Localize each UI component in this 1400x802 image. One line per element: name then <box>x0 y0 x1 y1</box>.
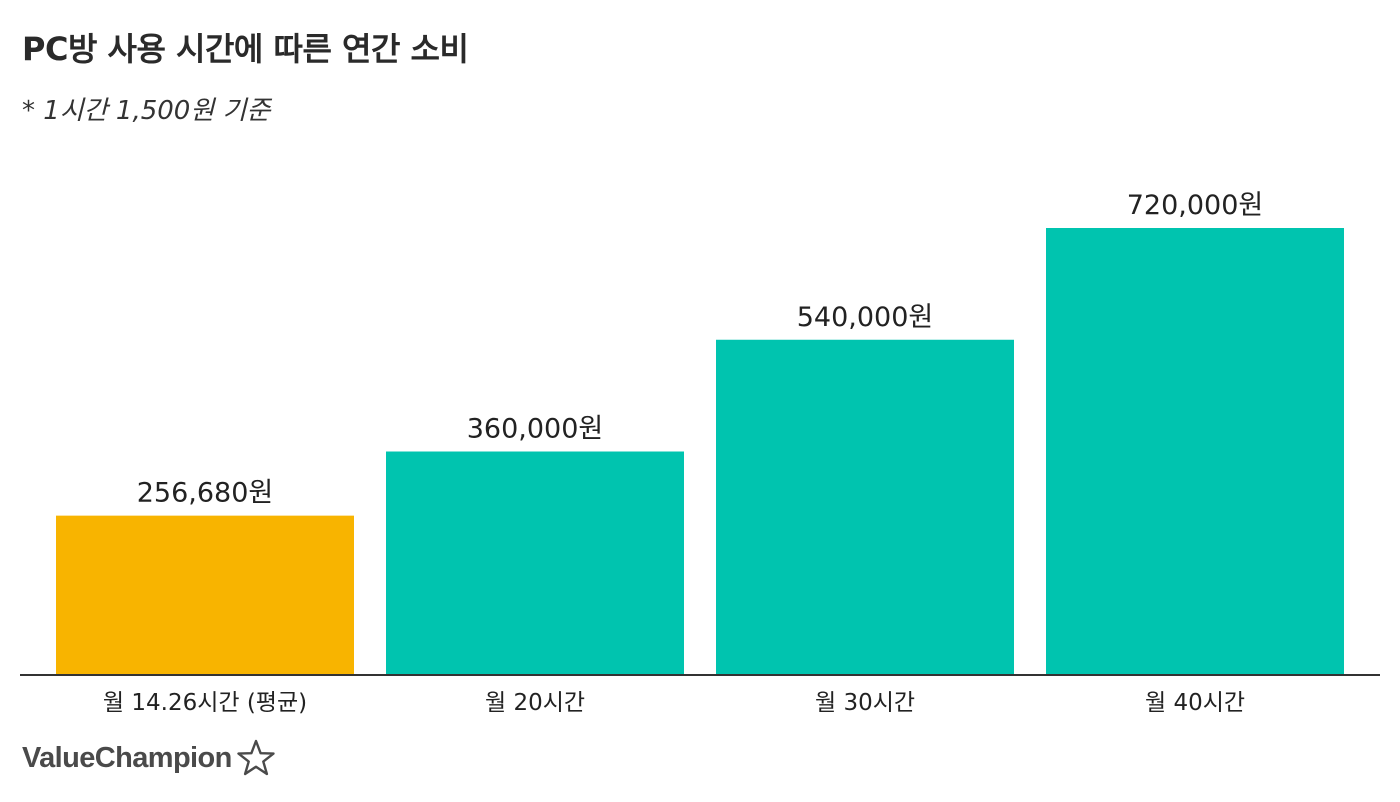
x-tick-labels-layer: 월 14.26시간 (평균) 월 20시간 월 30시간 월 40시간 <box>103 690 1245 716</box>
bar-value-label-4: 720,000원 <box>1127 190 1264 221</box>
bar-3 <box>716 339 1014 675</box>
bar-value-label-2: 360,000원 <box>467 414 604 445</box>
x-tick-label-2: 월 20시간 <box>485 690 585 716</box>
x-tick-label-4: 월 40시간 <box>1145 690 1245 716</box>
x-tick-label-1: 월 14.26시간 (평균) <box>103 690 307 716</box>
bars-layer <box>56 228 1344 675</box>
value-labels-layer: 256,680원 360,000원 540,000원 720,000원 <box>137 190 1264 509</box>
x-tick-label-3: 월 30시간 <box>815 690 915 716</box>
chart-subtitle: * 1시간 1,500원 기준 <box>22 96 271 126</box>
star-outline-icon <box>237 739 275 776</box>
bar-2 <box>386 451 684 675</box>
bar-1 <box>56 515 354 675</box>
chart-title: PC방 사용 시간에 따른 연간 소비 <box>22 30 469 68</box>
brand-name: ValueChampion <box>22 741 232 774</box>
bar-value-label-3: 540,000원 <box>797 302 934 333</box>
bar-value-label-1: 256,680원 <box>137 478 274 509</box>
brand-logo: ValueChampion <box>22 738 276 778</box>
bar-4 <box>1046 228 1344 675</box>
